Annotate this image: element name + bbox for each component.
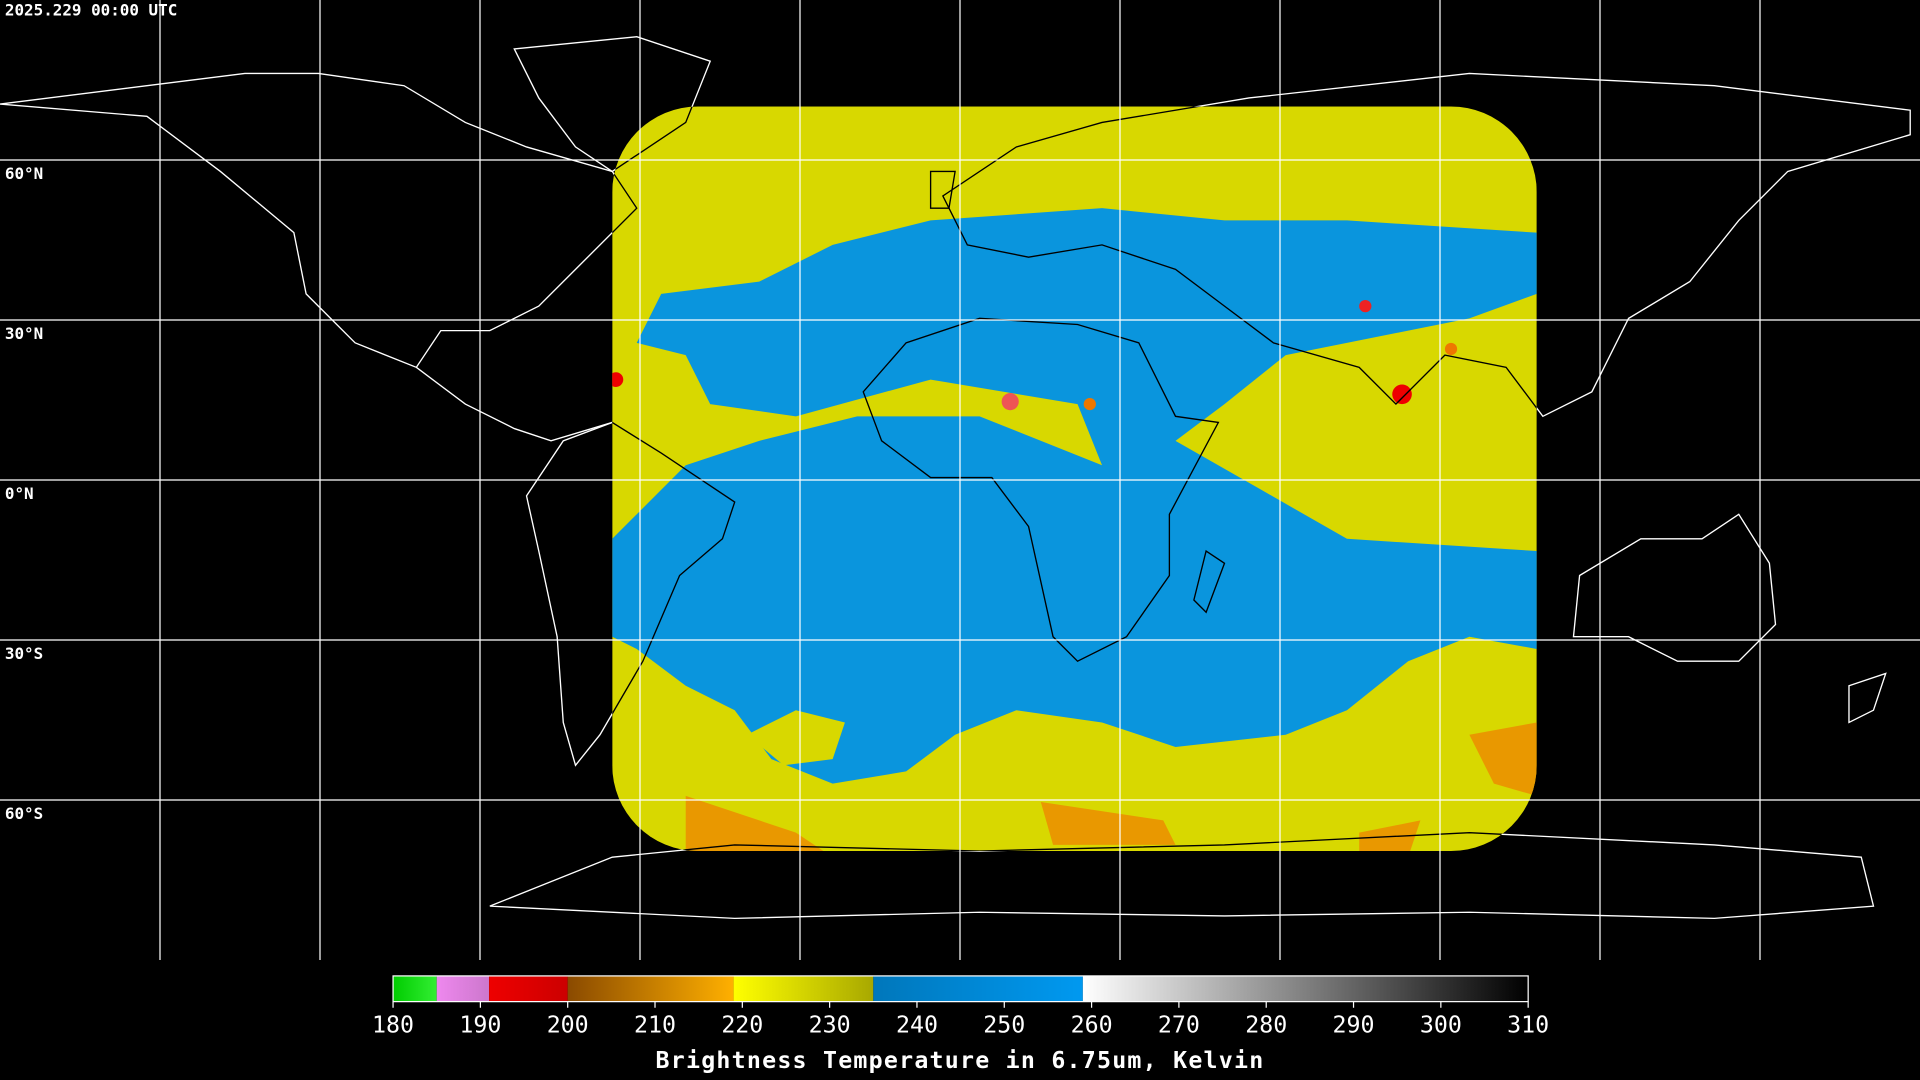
colorbar-tick-label: 220 [721,1012,763,1039]
timestamp: 2025.229 00:00 UTC [5,1,177,20]
colorbar-tick-label: 190 [459,1012,501,1039]
colorbar-title: Brightness Temperature in 6.75um, Kelvin [656,1047,1265,1074]
lat-label: 60°N [5,164,43,183]
colorbar-segment [489,975,568,1002]
colorbar-tick-label: 210 [634,1012,676,1039]
colorbar-segment [733,975,874,1002]
colorbar-tick-label: 310 [1507,1012,1549,1039]
colorbar-tick-label: 280 [1245,1012,1287,1039]
colorbar-tick-label: 300 [1420,1012,1462,1039]
lat-label: 60°S [5,804,43,823]
colorbar-segment [567,975,734,1002]
colorbar-tick-label: 270 [1158,1012,1200,1039]
colorbar-tick-label: 200 [547,1012,589,1039]
colorbar-tick-label: 250 [983,1012,1025,1039]
colorbar-segment [393,975,437,1002]
lat-label: 30°S [5,644,43,663]
colorbar-tick-label: 230 [809,1012,851,1039]
colorbar-segment [436,975,490,1002]
colorbar-segment [1082,975,1529,1002]
colorbar-tick-label: 290 [1333,1012,1375,1039]
colorbar-tick-label: 180 [372,1012,414,1039]
colorbar-tick-label: 260 [1071,1012,1113,1039]
lat-label: 0°N [5,484,34,503]
colorbar-segment [873,975,1083,1002]
colorbar-frame [392,975,1529,1003]
colorbar-tick-label: 240 [896,1012,938,1039]
lat-label: 30°N [5,324,43,343]
